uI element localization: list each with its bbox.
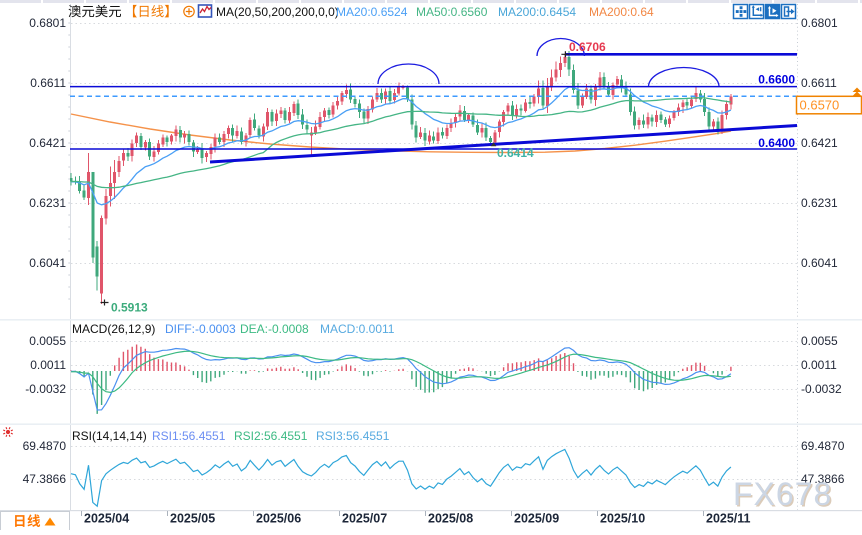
svg-text:DIFF:-0.0003: DIFF:-0.0003 bbox=[165, 322, 236, 336]
svg-text:0.6570: 0.6570 bbox=[800, 98, 840, 113]
svg-text:MA20:0.6524: MA20:0.6524 bbox=[336, 5, 408, 19]
svg-text:69.4870: 69.4870 bbox=[23, 439, 67, 453]
svg-text:MA200:0.6454: MA200:0.6454 bbox=[498, 5, 576, 19]
svg-text:2025/10: 2025/10 bbox=[600, 512, 645, 526]
svg-text:0.6414: 0.6414 bbox=[497, 146, 534, 160]
svg-text:47.3866: 47.3866 bbox=[801, 472, 845, 486]
svg-text:0.6801: 0.6801 bbox=[29, 16, 66, 30]
svg-text:MA50:0.6560: MA50:0.6560 bbox=[416, 5, 488, 19]
svg-text:MA200:0.64: MA200:0.64 bbox=[589, 5, 654, 19]
svg-text:MACD(26,12,9): MACD(26,12,9) bbox=[72, 322, 155, 336]
svg-text:RSI1:56.4551: RSI1:56.4551 bbox=[152, 429, 226, 443]
svg-text:FX678: FX678 bbox=[735, 478, 834, 514]
svg-text:FX678: FX678 bbox=[733, 476, 832, 512]
svg-text:DEA:-0.0008: DEA:-0.0008 bbox=[240, 322, 309, 336]
svg-text:0.0011: 0.0011 bbox=[30, 358, 66, 372]
svg-text:0.6421: 0.6421 bbox=[29, 136, 66, 150]
svg-text:0.6041: 0.6041 bbox=[29, 256, 66, 270]
svg-text:2025/04: 2025/04 bbox=[84, 512, 129, 526]
svg-text:-0.0032: -0.0032 bbox=[25, 382, 66, 396]
svg-text:2025/05: 2025/05 bbox=[170, 512, 215, 526]
svg-text:0.0055: 0.0055 bbox=[29, 334, 66, 348]
svg-text:0.6231: 0.6231 bbox=[29, 196, 66, 210]
svg-text:2025/09: 2025/09 bbox=[514, 512, 559, 526]
svg-text:RSI3:56.4551: RSI3:56.4551 bbox=[316, 429, 390, 443]
svg-text:0.6611: 0.6611 bbox=[801, 76, 837, 90]
svg-text:0.0011: 0.0011 bbox=[801, 358, 837, 372]
svg-text:0.6041: 0.6041 bbox=[801, 256, 838, 270]
svg-text:2025/07: 2025/07 bbox=[342, 512, 387, 526]
svg-text:0.6400: 0.6400 bbox=[758, 136, 795, 150]
svg-text:69.4870: 69.4870 bbox=[801, 439, 845, 453]
svg-text:0.5913: 0.5913 bbox=[111, 301, 148, 315]
svg-text:-0.0032: -0.0032 bbox=[801, 382, 842, 396]
svg-text:0.6231: 0.6231 bbox=[801, 196, 838, 210]
svg-text:2025/06: 2025/06 bbox=[256, 512, 301, 526]
svg-text:RSI2:56.4551: RSI2:56.4551 bbox=[234, 429, 308, 443]
svg-text:47.3866: 47.3866 bbox=[23, 472, 67, 486]
svg-text:2025/11: 2025/11 bbox=[706, 512, 751, 526]
svg-text:0.6421: 0.6421 bbox=[801, 136, 838, 150]
svg-text:MACD:0.0011: MACD:0.0011 bbox=[320, 322, 395, 336]
svg-text:0.6600: 0.6600 bbox=[758, 73, 795, 87]
svg-text:MA(20,50,200,200,0,0): MA(20,50,200,200,0,0) bbox=[216, 5, 339, 19]
svg-text:0.0055: 0.0055 bbox=[801, 334, 838, 348]
svg-text:RSI(14,14,14): RSI(14,14,14) bbox=[72, 429, 147, 443]
svg-text:0.6611: 0.6611 bbox=[30, 76, 66, 90]
svg-text:2025/08: 2025/08 bbox=[428, 512, 473, 526]
svg-text:0.6801: 0.6801 bbox=[801, 16, 838, 30]
svg-text:0.6706: 0.6706 bbox=[569, 40, 606, 54]
